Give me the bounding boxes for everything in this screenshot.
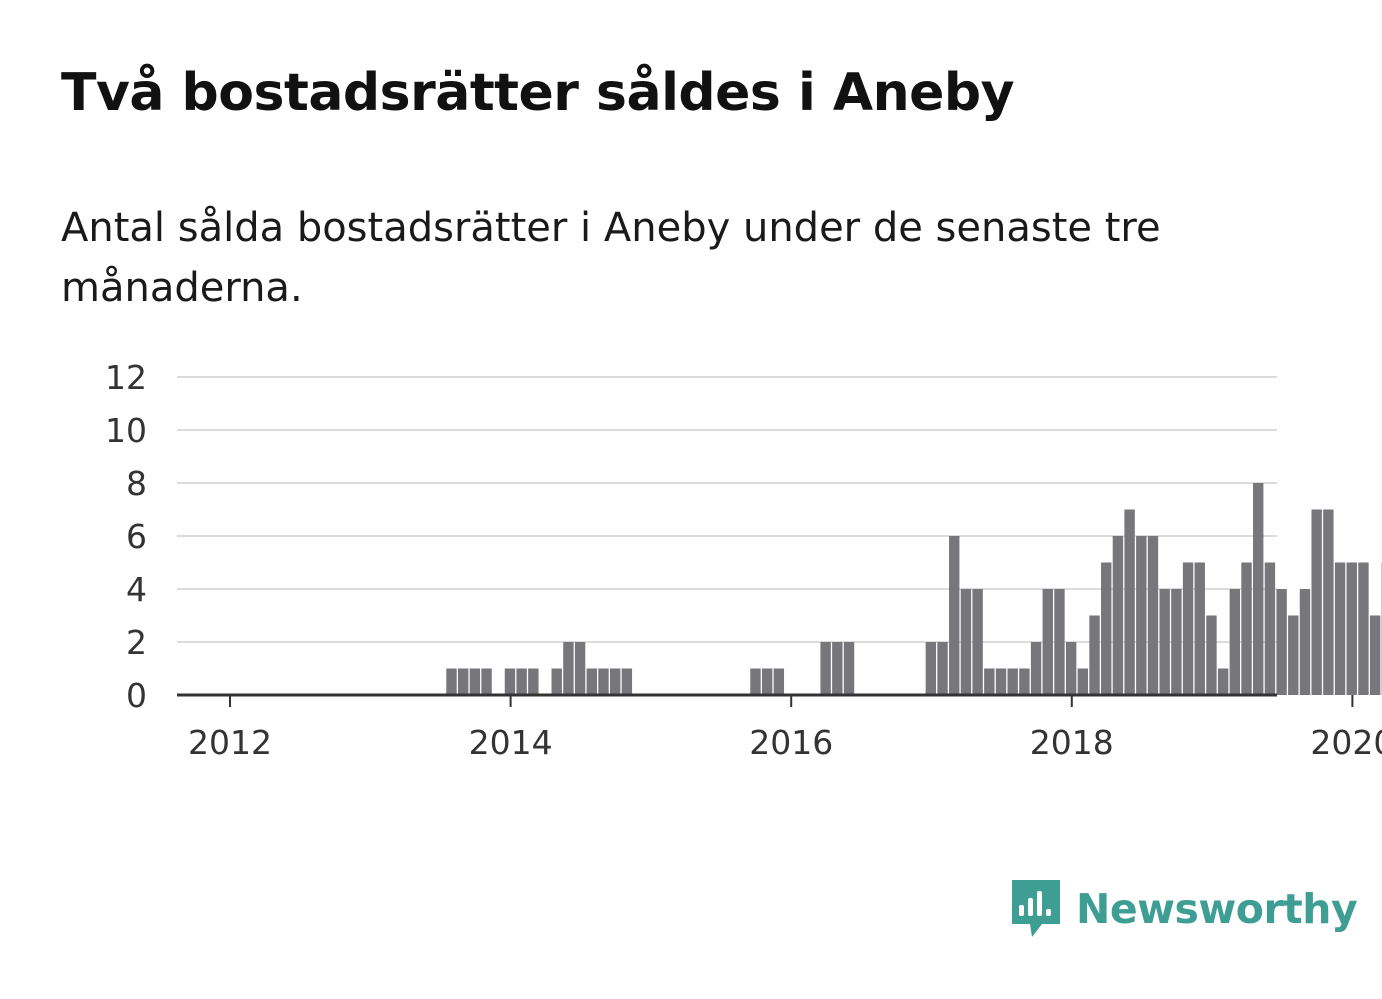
bar (843, 642, 855, 695)
bar (551, 668, 562, 695)
chart-subtitle: Antal sålda bostadsrätter i Aneby under … (61, 205, 1161, 311)
y-tick-label: 6 (126, 517, 147, 556)
newsworthy-logo-text: Newsworthy (1076, 885, 1358, 933)
bar (1124, 509, 1135, 695)
bar (995, 668, 1007, 695)
y-tick-label: 12 (105, 358, 147, 397)
chart-title: Två bostadsrätter såldes i Aneby (61, 63, 1015, 123)
bar (925, 642, 937, 695)
bar (1311, 509, 1322, 695)
bar (504, 668, 516, 695)
bar (469, 668, 481, 695)
bar (609, 668, 621, 695)
newsworthy-logo-icon (1012, 880, 1060, 937)
y-tick-label: 0 (126, 676, 147, 715)
bar (1159, 589, 1170, 695)
bar (1299, 589, 1311, 695)
x-tick-label: 2016 (749, 723, 833, 762)
y-tick-label: 4 (126, 570, 147, 609)
bar (1077, 668, 1089, 695)
bar (820, 642, 831, 695)
bar (1007, 668, 1018, 695)
bar (949, 536, 960, 695)
bar (516, 668, 527, 695)
bar (1358, 562, 1369, 695)
bar (1030, 642, 1042, 695)
bar (1019, 668, 1030, 695)
bar (1206, 615, 1217, 695)
y-tick-label: 10 (105, 411, 147, 450)
x-tick-label: 2018 (1030, 723, 1114, 762)
bar (457, 668, 469, 695)
bar (1288, 615, 1299, 695)
bar (1089, 615, 1100, 695)
x-tick-label: 2020 (1310, 723, 1382, 762)
bar (1229, 589, 1241, 695)
bar (528, 668, 539, 695)
bar (1241, 562, 1252, 695)
bar (574, 642, 586, 695)
bar (1042, 589, 1053, 695)
logo-bar-4 (1046, 909, 1051, 916)
logo-bar-2 (1028, 898, 1033, 916)
logo-speech-bubble (1012, 880, 1060, 937)
x-tick-label: 2012 (188, 723, 272, 762)
bar (1264, 562, 1276, 695)
bar (446, 668, 457, 695)
bar (1369, 615, 1381, 695)
bar (832, 642, 843, 695)
bar (598, 668, 609, 695)
bar (984, 668, 995, 695)
bar (1054, 589, 1065, 695)
bar (1346, 562, 1357, 695)
bar (1171, 589, 1182, 695)
bar (586, 668, 597, 695)
x-tick-label: 2014 (469, 723, 553, 762)
bar (1065, 642, 1077, 695)
bar (1217, 668, 1229, 695)
y-tick-label: 2 (126, 623, 147, 662)
bar (1147, 536, 1159, 695)
bar (481, 668, 492, 695)
bar (1101, 562, 1112, 695)
bar (1136, 536, 1147, 695)
newsworthy-logo[interactable]: Newsworthy (1010, 878, 1358, 940)
bar (1182, 562, 1194, 695)
bar (1253, 483, 1264, 695)
logo-bar-3 (1037, 891, 1042, 916)
bar (972, 589, 983, 695)
bar (761, 668, 773, 695)
y-tick-label: 8 (126, 464, 147, 503)
bar (621, 668, 633, 695)
logo-bar-1 (1019, 905, 1024, 916)
bar (773, 668, 785, 695)
bar (960, 589, 972, 695)
bar (937, 642, 948, 695)
bar (1112, 536, 1124, 695)
bar (563, 642, 574, 695)
bar (1194, 562, 1205, 695)
bar (750, 668, 761, 695)
bar (1334, 562, 1346, 695)
bar (1276, 589, 1287, 695)
bar (1323, 509, 1334, 695)
